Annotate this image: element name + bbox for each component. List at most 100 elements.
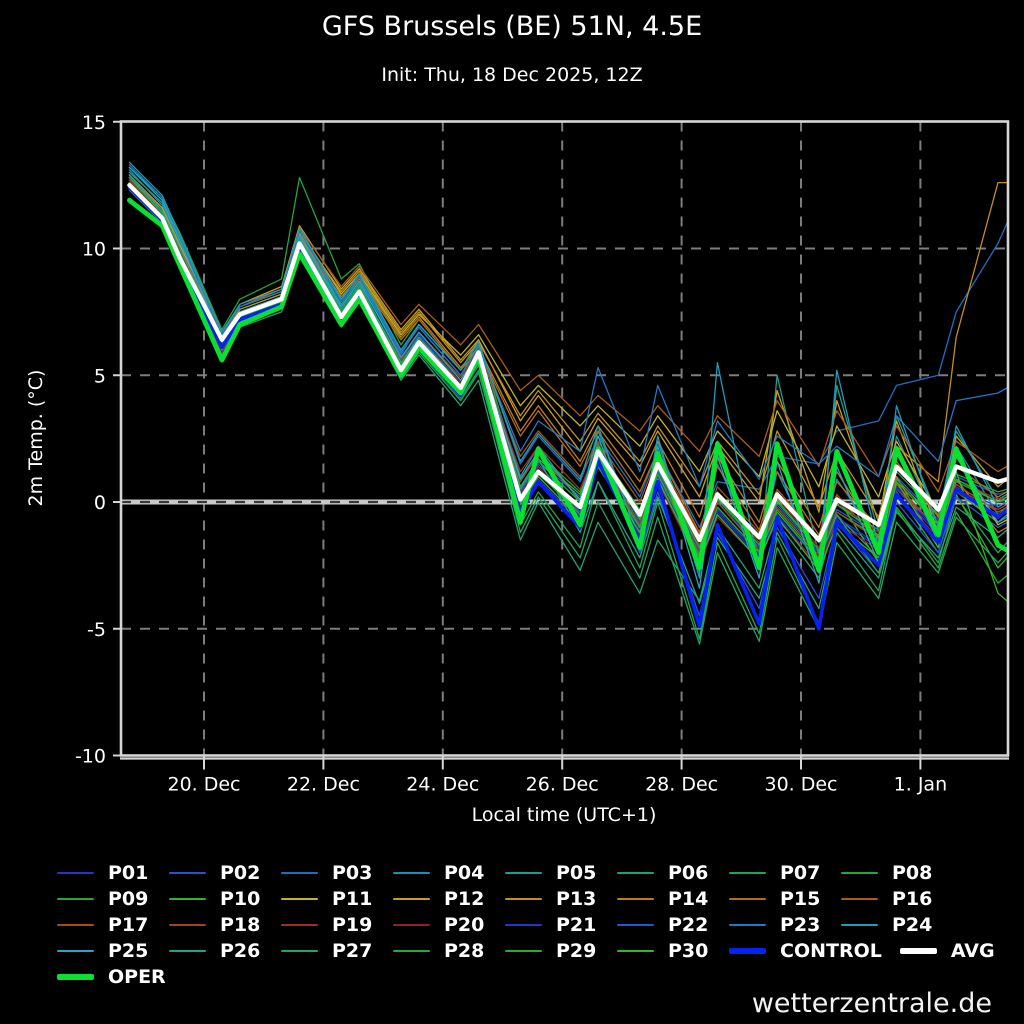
- legend-swatch-p12: [393, 897, 430, 901]
- legend-item-p08: P08: [841, 862, 953, 884]
- legend-item-p18: P18: [169, 914, 281, 936]
- legend-swatch-p09: [57, 897, 94, 901]
- legend-row: OPER: [57, 964, 1017, 990]
- legend-item-p02: P02: [169, 862, 281, 884]
- legend-item-p21: P21: [505, 914, 617, 936]
- y-tick-label: -5: [87, 619, 106, 641]
- legend-item-p22: P22: [617, 914, 729, 936]
- legend-label: P22: [668, 914, 709, 936]
- series-line-avg: [127, 182, 1010, 543]
- legend-swatch-p04: [393, 871, 430, 875]
- legend-item-p17: P17: [57, 914, 169, 936]
- legend-label: P03: [332, 862, 373, 884]
- page-title: GFS Brussels (BE) 51N, 4.5E: [321, 11, 703, 42]
- series-line-p23: [128, 164, 1008, 488]
- legend-label: P04: [444, 862, 485, 884]
- legend-swatch-p14: [617, 897, 654, 901]
- legend-swatch-p21: [505, 923, 542, 927]
- series-line-p12: [128, 174, 1008, 534]
- legend-item-avg: AVG: [899, 940, 1013, 962]
- legend-row: P17 P18 P19 P20 P21 P22 P23 P24: [57, 912, 1017, 938]
- legend-swatch-oper: [57, 974, 94, 980]
- legend-label: P09: [108, 888, 149, 910]
- legend-item-p03: P03: [281, 862, 393, 884]
- legend-item-p30: P30: [617, 940, 729, 962]
- legend-item-p04: P04: [393, 862, 505, 884]
- legend-label: P15: [780, 888, 821, 910]
- legend-item-p20: P20: [393, 914, 505, 936]
- legend-item-p11: P11: [281, 888, 393, 910]
- y-axis-label: 2m Temp. (°C): [25, 370, 47, 507]
- legend-item-control: CONTROL: [729, 940, 900, 962]
- legend-item-p16: P16: [841, 888, 953, 910]
- legend-row: P09 P10 P11 P12 P13 P14 P15 P16: [57, 886, 1017, 912]
- legend-row: P01 P02 P03 P04 P05 P06 P07 P08: [57, 860, 1017, 886]
- x-tick-label: 24. Dec: [406, 774, 479, 796]
- legend-swatch-p02: [169, 871, 206, 875]
- legend-label: P14: [668, 888, 709, 910]
- ensemble-lines: [126, 161, 1010, 645]
- legend-swatch-p07: [729, 871, 766, 875]
- legend-swatch-p15: [729, 897, 766, 901]
- legend-label: P28: [444, 940, 485, 962]
- legend-label: P05: [556, 862, 597, 884]
- legend-item-p19: P19: [281, 914, 393, 936]
- legend-swatch-p23: [729, 923, 766, 927]
- legend-label: P19: [332, 914, 373, 936]
- legend-label: P29: [556, 940, 597, 962]
- legend-swatch-p22: [617, 923, 654, 927]
- legend-swatch-p13: [505, 897, 542, 901]
- legend-item-p05: P05: [505, 862, 617, 884]
- series-line-p08: [128, 166, 1008, 551]
- legend-label: P13: [556, 888, 597, 910]
- legend-label: P02: [220, 862, 261, 884]
- legend-item-p28: P28: [393, 940, 505, 962]
- legend-label: P08: [892, 862, 933, 884]
- x-axis-label: Local time (UTC+1): [472, 804, 657, 826]
- legend-item-p14: P14: [617, 888, 729, 910]
- legend-item-p07: P07: [729, 862, 841, 884]
- legend-item-p01: P01: [57, 862, 169, 884]
- legend-label: P20: [444, 914, 485, 936]
- legend-label: P12: [444, 888, 485, 910]
- temperature-chart: 15 10 5 0 -5 -10 20. Dec 22. Dec 24. Dec 26. Dec 2…: [25, 112, 1010, 826]
- init-subtitle: Init: Thu, 18 Dec 2025, 12Z: [381, 64, 643, 86]
- series-line-oper: [126, 197, 1010, 573]
- legend-label: P18: [220, 914, 261, 936]
- series-line-p17: [128, 176, 1008, 544]
- legend-swatch-p01: [57, 871, 94, 875]
- legend-swatch-p16: [841, 897, 878, 901]
- legend-swatch-control: [729, 948, 766, 954]
- legend-label: P26: [220, 940, 261, 962]
- legend-label: P07: [780, 862, 821, 884]
- legend-item-p06: P06: [617, 862, 729, 884]
- y-tick-label: 5: [94, 365, 106, 387]
- legend-label: P23: [780, 914, 821, 936]
- legend-item-p10: P10: [169, 888, 281, 910]
- legend-swatch-p24: [841, 923, 878, 927]
- series-line-control: [127, 185, 1009, 631]
- legend-swatch-p26: [169, 949, 206, 953]
- legend-item-p13: P13: [505, 888, 617, 910]
- legend-label: P27: [332, 940, 373, 962]
- legend-item-p09: P09: [57, 888, 169, 910]
- x-tick-label: 1. Jan: [894, 774, 947, 796]
- legend-item-oper: OPER: [57, 966, 184, 988]
- x-tick-label: 20. Dec: [167, 774, 240, 796]
- legend-item-p23: P23: [729, 914, 841, 936]
- x-tick-label: 30. Dec: [764, 774, 837, 796]
- series-line-p01: [128, 176, 1008, 569]
- legend-swatch-p27: [281, 949, 318, 953]
- legend-item-p27: P27: [281, 940, 393, 962]
- legend-swatch-p06: [617, 871, 654, 875]
- legend-label: P11: [332, 888, 373, 910]
- series-line-p15: [128, 184, 1008, 536]
- legend-swatch-p03: [281, 871, 318, 875]
- y-tick-label: 15: [82, 112, 106, 134]
- legend-swatch-p11: [281, 897, 318, 901]
- x-tick-label: 22. Dec: [287, 774, 360, 796]
- grid-layer: [121, 121, 1008, 756]
- legend-item-p15: P15: [729, 888, 841, 910]
- legend-swatch-p29: [505, 949, 542, 953]
